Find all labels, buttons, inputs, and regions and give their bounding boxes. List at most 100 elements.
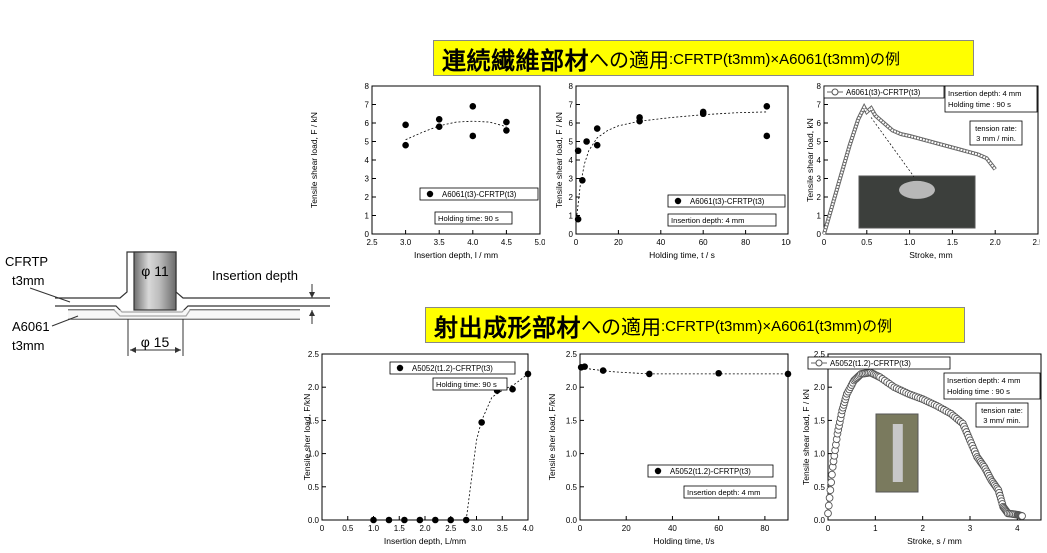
data-point (401, 516, 408, 524)
condition-label: Holding time: 90 s (436, 380, 497, 389)
joint-diagram: φ 11 CFRTP t3mm A6061 t3mm φ 15 Insertio… (5, 251, 330, 356)
condition-label: Holding time: 90 s (438, 214, 499, 223)
y-tick-label: 1 (817, 212, 822, 221)
specimen-photo-strip (892, 424, 903, 482)
legend-box (823, 85, 945, 99)
rate-box (969, 120, 1023, 146)
x-tick-label: 4 (1015, 524, 1020, 533)
chart-depth-a6061: 0 1 2 3 4 5 6 7 8 2.5 3.0 3.5 4.0 4.5 5.0 Insertion dep… (309, 82, 545, 260)
x-tick-label: 2.5 (445, 524, 457, 533)
data-point (509, 385, 516, 393)
x-axis-label: Stroke, mm (909, 250, 952, 260)
y-tick-label: 7 (817, 101, 822, 110)
data-point (447, 516, 455, 524)
data-point (581, 363, 588, 370)
x-axis-label: Insertion depth, l / mm (414, 250, 498, 260)
x-tick-label: 4.0 (467, 238, 479, 247)
y-tick-label: 0.5 (566, 483, 578, 492)
chart-time-a5052: 0.0 0.5 1.0 1.5 2.0 2.5 0 20 40 60 80 Holding time,… (547, 350, 792, 545)
y-tick-label: 3 (365, 175, 370, 184)
condition-box (683, 485, 777, 499)
x-tick-label: 60 (699, 238, 708, 247)
banner-top-particle: への適用 (589, 49, 669, 72)
x-tick-label: 1.5 (394, 524, 406, 533)
data-point (763, 103, 771, 110)
y-tick-label: 1.5 (566, 416, 578, 425)
trend-line (465, 373, 529, 521)
y-tick-label: 8 (365, 82, 370, 91)
data-point (402, 121, 409, 129)
y-tick-label: 4 (365, 156, 370, 165)
chart-depth-a5052: 0.0 0.5 1.0 1.5 2.0 2.5 0 0.5 1.0 1.5 2.0 2.5 3.0 3.5… (302, 350, 534, 545)
data-point (478, 419, 485, 426)
y-tick-label: 2 (817, 193, 822, 202)
banner-bottom: 射出成形部材 への適用:CFRTP(t3mm)×A6061(t3mm)の例 (425, 307, 965, 343)
data-point (435, 116, 443, 123)
x-tick-label: 0 (578, 524, 583, 533)
x-tick-label: 80 (760, 524, 769, 533)
chart-stroke-a5052: 0.0 0.5 1.0 1.5 2.0 2.5 0 1 2 3 4 Stroke, s / mm Ten… (801, 350, 1042, 545)
y-tick-label: 0 (817, 230, 822, 239)
data-point (503, 127, 510, 134)
x-tick-label: 1.0 (368, 524, 380, 533)
y-tick-label: 1.0 (814, 450, 826, 459)
banner-bottom-particle: への適用 (581, 316, 661, 339)
condition-box (944, 85, 1038, 113)
data-point (524, 370, 532, 378)
x-tick-label: 1.0 (904, 238, 916, 247)
data-point (435, 123, 443, 130)
chart-stroke-a6061: 0 1 2 3 4 5 6 7 8 0 0.5 1.0 1.5 2.0 2.5 Stroke, mm Tensi… (805, 82, 1040, 260)
x-tick-label: 0 (826, 524, 831, 533)
pin-shape (133, 251, 177, 311)
data-point (699, 110, 707, 118)
y-tick-label: 5 (365, 138, 370, 147)
data-point (385, 516, 393, 524)
legend-label: A6061(t3)-CFRTP(t3) (442, 190, 517, 199)
y-tick-label: 0 (569, 230, 574, 239)
data-point (828, 470, 836, 479)
condition-box (667, 213, 777, 227)
x-tick-label: 4.0 (522, 524, 534, 533)
banner-top-main: 連続繊維部材 (442, 47, 589, 75)
banner-top-sub: :CFRTP(t3mm)×A6061(t3mm)の例 (669, 50, 901, 68)
data-point (579, 177, 586, 184)
data-point (416, 516, 424, 524)
data-point (402, 141, 409, 149)
y-tick-label: 2 (365, 193, 370, 202)
condition-label: Insertion depth: 4 mm (671, 216, 744, 225)
condition-box (434, 211, 513, 225)
x-tick-label: 40 (668, 524, 677, 533)
y-tick-label: 4 (569, 156, 574, 165)
x-tick-label: 2.5 (366, 238, 378, 247)
legend-label: A6061(t3)-CFRTP(t3) (846, 88, 921, 97)
y-axis-label: Tensile shear load, F / kN (309, 112, 319, 208)
x-tick-label: 100 (781, 238, 791, 247)
trend-line (575, 111, 767, 223)
y-tick-label: 1.5 (308, 416, 320, 425)
data-point (824, 501, 833, 510)
data-point (503, 118, 510, 126)
plot-frame (579, 353, 789, 521)
rate-value: 3 mm / min. (976, 134, 1016, 143)
data-point (636, 117, 643, 125)
a6061-thickness-label: t3mm (12, 338, 45, 353)
trend-line (581, 366, 788, 375)
specimen-photo-pin (899, 180, 935, 199)
x-tick-label: 20 (614, 238, 623, 247)
y-tick-label: 0.0 (308, 516, 320, 525)
legend-box (667, 194, 786, 208)
x-tick-label: 4.5 (501, 238, 513, 247)
y-tick-label: 0.5 (814, 483, 826, 492)
y-tick-label: 1.0 (308, 450, 320, 459)
legend-marker (654, 467, 662, 475)
y-axis-label: Tensile shear load, kN (805, 118, 815, 202)
data-point (1018, 512, 1026, 520)
x-tick-label: 1 (873, 524, 878, 533)
x-tick-label: 3 (968, 524, 973, 533)
data-point (646, 370, 653, 378)
x-tick-label: 5.0 (534, 238, 545, 247)
x-axis-label: Holding time, t/s (654, 536, 715, 545)
y-tick-label: 2.0 (814, 383, 826, 392)
y-tick-label: 6 (569, 119, 574, 128)
banner-top: 連続繊維部材 への適用:CFRTP(t3mm)×A6061(t3mm)の例 (433, 40, 974, 76)
